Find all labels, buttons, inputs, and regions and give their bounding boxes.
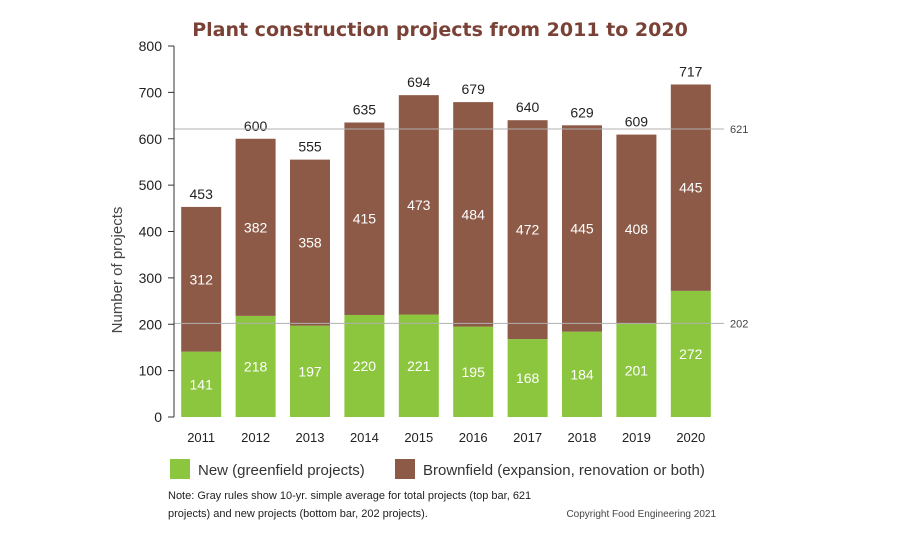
y-tick-label: 800 [139, 38, 163, 54]
total-label-2013: 555 [298, 139, 322, 155]
value-label-brownfield-2014: 415 [353, 211, 377, 227]
total-label-2019: 609 [625, 114, 649, 130]
value-label-brownfield-2020: 445 [679, 180, 703, 196]
bar-brownfield-2020 [670, 84, 711, 291]
x-tick-label-2011: 2011 [187, 430, 215, 445]
value-label-new-2011: 141 [190, 376, 214, 392]
bar-new-2014 [344, 314, 385, 417]
bar-new-2011 [181, 351, 222, 417]
value-label-brownfield-2017: 472 [516, 222, 540, 238]
legend-swatch-brownfield [395, 459, 415, 479]
x-tick-label-2012: 2012 [241, 430, 270, 445]
total-label-2018: 629 [570, 104, 594, 120]
y-tick-label: 700 [139, 84, 163, 100]
bar-brownfield-2011 [181, 206, 222, 352]
note-line-2: projects) and new projects (bottom bar, … [168, 508, 428, 520]
value-label-new-2015: 221 [407, 358, 431, 374]
value-label-new-2016: 195 [462, 364, 486, 380]
bar-new-2013 [290, 325, 330, 417]
bar-new-2018 [562, 331, 602, 417]
bar-brownfield-2014 [344, 122, 385, 315]
bar-new-2015 [398, 314, 439, 417]
value-label-brownfield-2013: 358 [298, 235, 322, 251]
bar-new-2019 [616, 323, 657, 417]
legend: New (greenfield projects) Brownfield (ex… [170, 459, 705, 479]
value-label-brownfield-2012: 382 [244, 219, 268, 235]
bar-brownfield-2016 [453, 102, 494, 327]
value-label-brownfield-2011: 312 [190, 271, 214, 287]
total-label-2012: 600 [244, 118, 268, 134]
chart-title: Plant construction projects from 2011 to… [192, 19, 688, 41]
average-label-202: 202 [730, 318, 748, 330]
value-label-new-2019: 201 [625, 362, 649, 378]
y-tick-label: 600 [139, 131, 163, 147]
bar-new-2012 [235, 315, 276, 417]
y-tick-label: 0 [154, 409, 162, 425]
value-label-brownfield-2016: 484 [462, 206, 486, 222]
x-tick-label-2015: 2015 [404, 430, 433, 445]
value-label-brownfield-2019: 408 [625, 221, 649, 237]
bar-new-2017 [507, 339, 548, 417]
value-label-new-2017: 168 [516, 370, 540, 386]
total-label-2011: 453 [190, 186, 214, 202]
total-label-2017: 640 [516, 99, 540, 115]
copyright: Copyright Food Engineering 2021 [566, 509, 716, 520]
bar-new-2016 [453, 326, 494, 417]
legend-label-brownfield: Brownfield (expansion, renovation or bot… [423, 462, 705, 479]
bars: 141 312 453 218 382 600 197 358 555 220 415 635 221 4… [174, 63, 748, 417]
legend-swatch-new [170, 459, 190, 479]
y-tick-label: 100 [139, 363, 163, 379]
legend-label-new: New (greenfield projects) [198, 462, 365, 479]
x-tick-label-2017: 2017 [513, 430, 542, 445]
value-label-new-2014: 220 [353, 358, 377, 374]
y-tick-label: 400 [139, 224, 163, 240]
x-tick-label-2016: 2016 [459, 430, 488, 445]
bar-brownfield-2018 [562, 125, 602, 332]
value-label-new-2012: 218 [244, 358, 268, 374]
value-label-new-2018: 184 [570, 366, 594, 382]
y-tick-label: 300 [139, 270, 163, 286]
value-label-new-2020: 272 [679, 346, 703, 362]
note-line-1: Note: Gray rules show 10-yr. simple aver… [168, 490, 531, 502]
average-label-621: 621 [730, 124, 748, 136]
x-tick-label-2019: 2019 [622, 430, 651, 445]
value-label-new-2013: 197 [298, 363, 322, 379]
value-label-brownfield-2018: 445 [570, 220, 594, 236]
x-tick-label-2014: 2014 [350, 430, 379, 445]
bar-brownfield-2013 [290, 159, 330, 326]
bar-new-2020 [670, 290, 711, 417]
total-label-2015: 694 [407, 74, 431, 90]
bar-brownfield-2015 [398, 95, 439, 315]
axes: 0 100 200 300 400 500 600 700 800 2011 2012 2013 201… [139, 38, 706, 445]
y-tick-label: 200 [139, 316, 163, 332]
x-tick-label-2013: 2013 [296, 430, 325, 445]
y-axis-label: Number of projects [109, 207, 126, 334]
bar-brownfield-2012 [235, 138, 276, 316]
x-tick-label-2020: 2020 [676, 430, 705, 445]
total-label-2020: 717 [679, 63, 703, 79]
x-tick-label-2018: 2018 [568, 430, 597, 445]
bar-brownfield-2017 [507, 120, 548, 340]
total-label-2016: 679 [462, 81, 486, 97]
value-label-brownfield-2015: 473 [407, 197, 431, 213]
bar-brownfield-2019 [616, 134, 657, 324]
y-tick-label: 500 [139, 177, 163, 193]
total-label-2014: 635 [353, 102, 377, 118]
